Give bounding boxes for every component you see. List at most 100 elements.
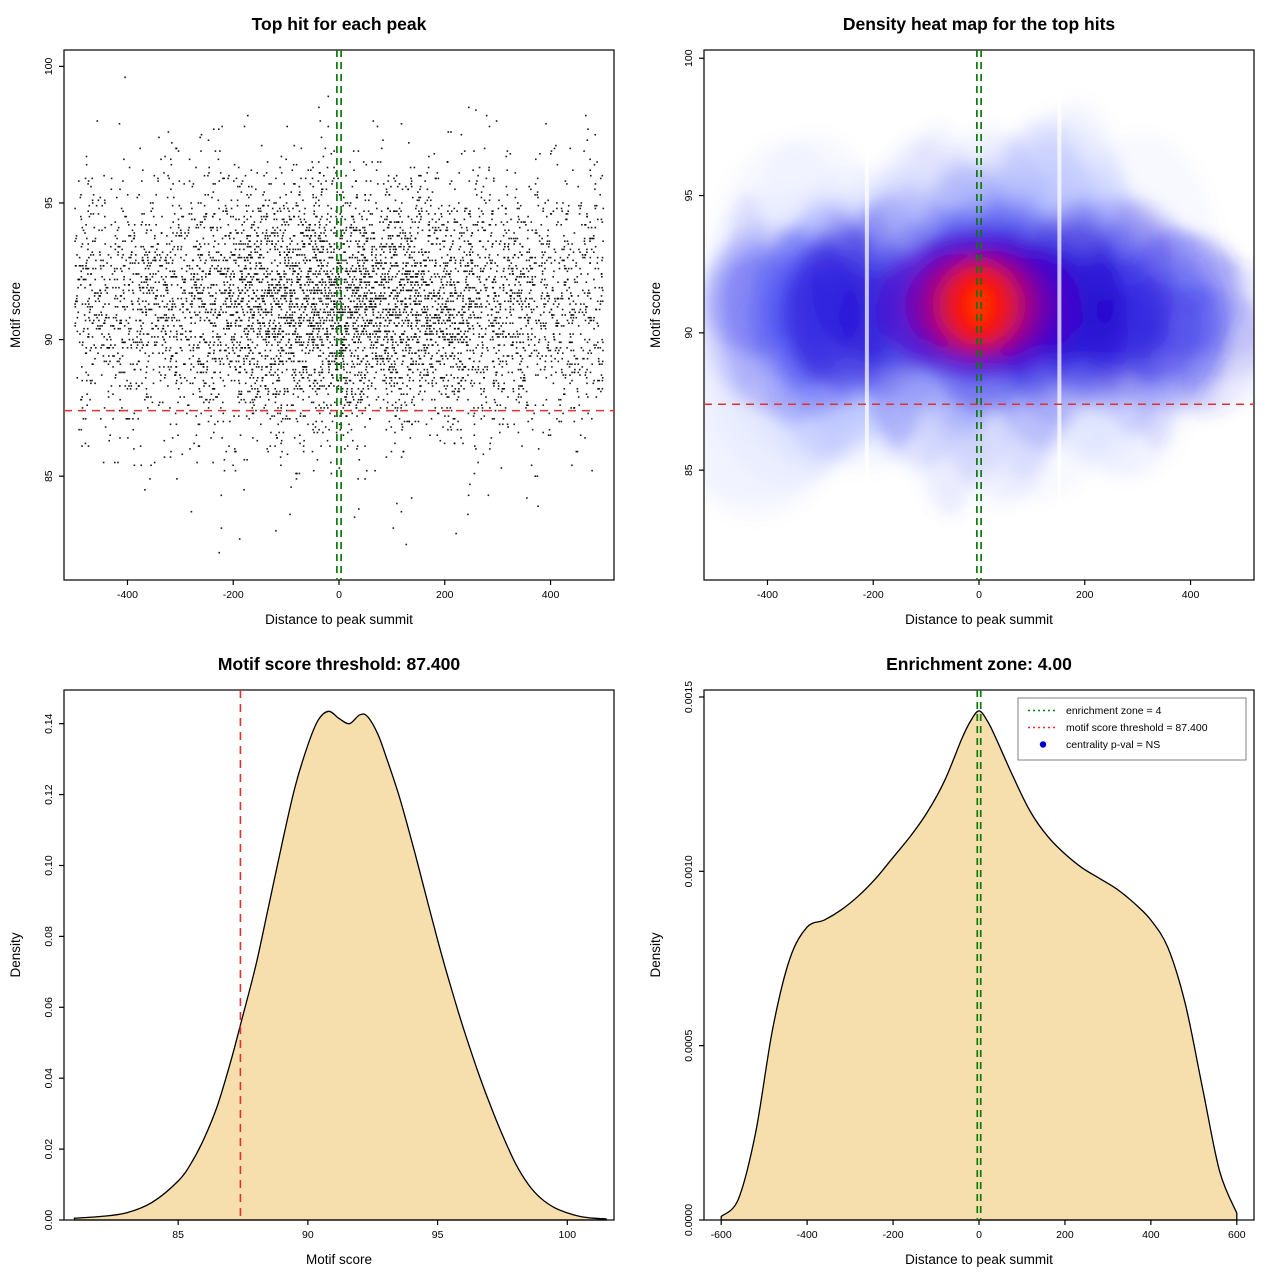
- point: [477, 254, 479, 256]
- point: [385, 314, 388, 316]
- point: [209, 286, 212, 289]
- point: [166, 254, 169, 256]
- point: [265, 341, 268, 344]
- point: [183, 259, 185, 262]
- point: [190, 316, 193, 319]
- point: [385, 428, 388, 431]
- point: [122, 306, 124, 308]
- point: [436, 352, 438, 354]
- point: [425, 265, 427, 267]
- point: [387, 311, 389, 314]
- point: [436, 273, 439, 275]
- point: [410, 177, 412, 180]
- point: [351, 215, 353, 218]
- point: [598, 360, 600, 363]
- point: [407, 248, 409, 251]
- point: [249, 254, 252, 256]
- point: [530, 221, 533, 223]
- point: [81, 243, 84, 245]
- point: [436, 434, 439, 436]
- point: [328, 360, 330, 363]
- point: [258, 330, 261, 333]
- point: [460, 265, 462, 267]
- point: [215, 259, 217, 262]
- point: [342, 355, 345, 357]
- point: [443, 245, 445, 248]
- point: [251, 185, 253, 188]
- point: [537, 448, 540, 450]
- point: [120, 319, 122, 322]
- point: [418, 174, 420, 177]
- point: [563, 284, 566, 286]
- point: [169, 300, 171, 303]
- point: [305, 276, 308, 278]
- point: [263, 191, 265, 193]
- point: [181, 349, 183, 352]
- point: [86, 237, 88, 240]
- point: [530, 188, 532, 191]
- point: [219, 273, 222, 275]
- point: [379, 161, 382, 163]
- point: [248, 418, 250, 420]
- point: [95, 259, 97, 262]
- point: [401, 325, 403, 327]
- point: [410, 251, 413, 253]
- point: [243, 360, 245, 363]
- point: [196, 265, 198, 267]
- point: [387, 174, 390, 177]
- point: [384, 352, 386, 354]
- point: [328, 428, 330, 431]
- point: [325, 303, 327, 305]
- point: [273, 363, 275, 365]
- point: [77, 278, 79, 281]
- point: [276, 336, 279, 338]
- point: [81, 226, 84, 229]
- point: [258, 297, 260, 300]
- point: [521, 371, 524, 374]
- point: [237, 256, 239, 259]
- point: [130, 300, 133, 303]
- point: [342, 349, 345, 352]
- point: [362, 357, 365, 360]
- point: [544, 327, 547, 330]
- point: [426, 322, 429, 324]
- point: [551, 366, 553, 368]
- point: [544, 262, 546, 264]
- point: [192, 245, 195, 248]
- point: [383, 325, 386, 327]
- point: [176, 478, 178, 480]
- point: [430, 366, 432, 368]
- point: [384, 194, 387, 196]
- point: [389, 357, 391, 360]
- point: [259, 221, 262, 223]
- point: [165, 276, 167, 278]
- point: [356, 327, 358, 330]
- point: [258, 352, 260, 354]
- point: [253, 292, 256, 294]
- point: [526, 251, 528, 253]
- point: [591, 363, 593, 365]
- point: [147, 303, 150, 305]
- point: [514, 196, 517, 199]
- point: [285, 314, 287, 316]
- point: [418, 363, 420, 365]
- point: [392, 368, 395, 371]
- point: [204, 341, 207, 344]
- point: [586, 306, 588, 308]
- point: [139, 445, 142, 447]
- point: [456, 377, 459, 379]
- point: [498, 303, 500, 305]
- point: [565, 281, 567, 283]
- point: [371, 366, 374, 368]
- point: [240, 306, 243, 308]
- point: [109, 434, 111, 436]
- point: [356, 336, 358, 338]
- point: [541, 270, 544, 273]
- point: [585, 306, 587, 308]
- point: [390, 338, 393, 341]
- point: [391, 355, 393, 357]
- point: [519, 243, 521, 245]
- point: [415, 297, 417, 300]
- point: [224, 292, 226, 294]
- point: [449, 407, 452, 409]
